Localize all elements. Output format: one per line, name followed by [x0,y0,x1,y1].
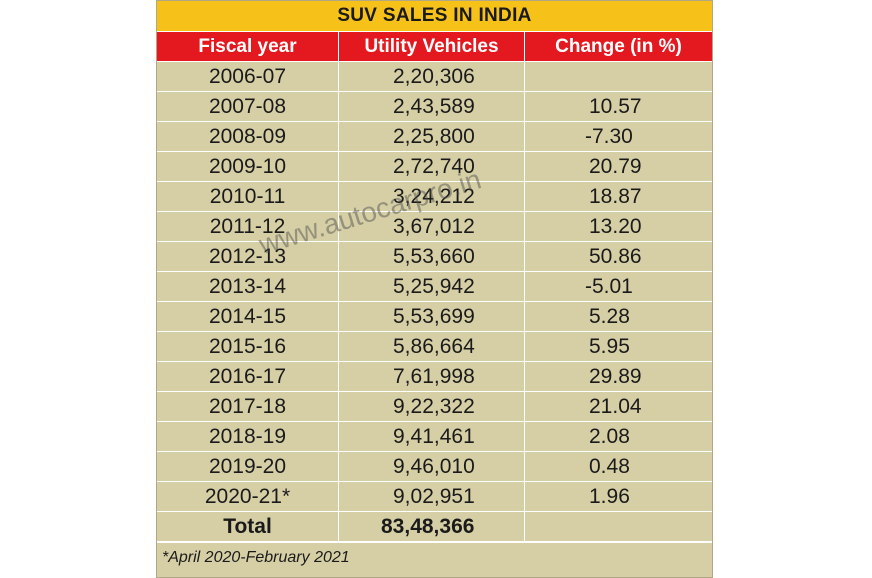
total-label: Total [157,512,339,542]
cell-fiscal-year: 2011-12 [157,212,339,242]
cell-fiscal-year: 2019-20 [157,452,339,482]
cell-change: 10.57 [525,92,712,122]
cell-change: 0.48 [525,452,712,482]
cell-fiscal-year: 2009-10 [157,152,339,182]
cell-utility-vehicles: 7,61,998 [339,362,525,392]
header-utility-vehicles: Utility Vehicles [339,32,525,62]
cell-fiscal-year: 2015-16 [157,332,339,362]
header-fiscal-year: Fiscal year [157,32,339,62]
cell-fiscal-year: 2008-09 [157,122,339,152]
cell-change: 18.87 [525,182,712,212]
cell-utility-vehicles: 9,46,010 [339,452,525,482]
cell-utility-vehicles: 3,67,012 [339,212,525,242]
cell-utility-vehicles: 9,02,951 [339,482,525,512]
cell-utility-vehicles: 5,86,664 [339,332,525,362]
suv-sales-table: SUV SALES IN INDIA Fiscal year Utility V… [156,0,713,578]
cell-change: 2.08 [525,422,712,452]
cell-utility-vehicles: 2,20,306 [339,62,525,92]
cell-fiscal-year: 2020-21* [157,482,339,512]
cell-change: 13.20 [525,212,712,242]
cell-fiscal-year: 2010-11 [157,182,339,212]
cell-change: -7.30 [525,122,712,152]
cell-utility-vehicles: 2,25,800 [339,122,525,152]
cell-utility-vehicles: 5,53,660 [339,242,525,272]
cell-fiscal-year: 2006-07 [157,62,339,92]
cell-change: 5.28 [525,302,712,332]
cell-utility-vehicles: 5,25,942 [339,272,525,302]
cell-utility-vehicles: 5,53,699 [339,302,525,332]
total-units: 83,48,366 [339,512,525,542]
cell-change [525,62,712,92]
cell-fiscal-year: 2013-14 [157,272,339,302]
cell-change: 20.79 [525,152,712,182]
cell-fiscal-year: 2018-19 [157,422,339,452]
cell-utility-vehicles: 9,22,322 [339,392,525,422]
cell-change: 5.95 [525,332,712,362]
cell-utility-vehicles: 2,43,589 [339,92,525,122]
cell-fiscal-year: 2016-17 [157,362,339,392]
cell-change: 50.86 [525,242,712,272]
header-change: Change (in %) [525,32,712,62]
cell-change: -5.01 [525,272,712,302]
cell-fiscal-year: 2012-13 [157,242,339,272]
cell-change: 29.89 [525,362,712,392]
footnote: *April 2020-February 2021 [157,542,712,572]
cell-fiscal-year: 2014-15 [157,302,339,332]
cell-utility-vehicles: 9,41,461 [339,422,525,452]
cell-change: 1.96 [525,482,712,512]
cell-fiscal-year: 2007-08 [157,92,339,122]
table-grid: Fiscal year Utility Vehicles Change (in … [157,31,712,542]
cell-change: 21.04 [525,392,712,422]
table-title: SUV SALES IN INDIA [157,1,712,31]
total-change [525,512,712,542]
cell-utility-vehicles: 3,24,212 [339,182,525,212]
cell-fiscal-year: 2017-18 [157,392,339,422]
cell-utility-vehicles: 2,72,740 [339,152,525,182]
